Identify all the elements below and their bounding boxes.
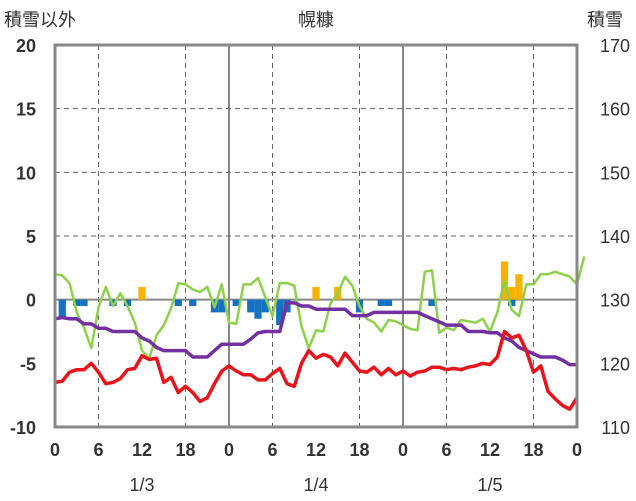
snow-change-bar-6	[189, 299, 197, 307]
hour-tick-4: 0	[224, 440, 234, 460]
series-lines	[54, 256, 586, 411]
hour-tick-labels: 0 6 12 18 0 6 12 18 0 6 12 18 0	[50, 440, 582, 460]
left-axis-label: 積雪以外	[4, 10, 76, 30]
left-tick-labels: -10 -5 0 5 10 15 20	[10, 36, 36, 438]
date-label-0: 1/3	[129, 475, 154, 495]
snow-change-bar-11	[254, 299, 262, 319]
plot-frame	[53, 43, 579, 429]
snow-change-bar-2	[80, 299, 88, 307]
snow-change-bar-18	[428, 299, 436, 307]
snow-change-bar-12	[261, 299, 269, 313]
right-tick-0: 110	[601, 418, 630, 438]
hour-tick-3: 18	[175, 440, 195, 460]
right-tick-4: 150	[600, 163, 630, 183]
right-tick-1: 120	[600, 354, 630, 374]
right-tick-6: 170	[600, 36, 630, 56]
hour-tick-5: 6	[267, 440, 277, 460]
hour-tick-7: 18	[349, 440, 369, 460]
snow-change-bar-4	[123, 299, 132, 307]
precip-bar-5	[515, 274, 523, 300]
right-axis-label: 積雪	[587, 10, 623, 30]
snow-change-bar-13	[276, 299, 284, 326]
hour-tick-8: 0	[398, 440, 408, 460]
snow-change-bar-10	[247, 299, 255, 313]
right-tick-3: 140	[600, 227, 630, 247]
snow-change-bar-1	[73, 299, 81, 307]
left-tick-1: -5	[20, 354, 36, 374]
left-tick-3: 5	[26, 227, 36, 247]
hour-tick-9: 6	[441, 440, 451, 460]
bar-marks	[58, 261, 523, 326]
hour-tick-12: 0	[572, 440, 582, 460]
hour-tick-2: 12	[132, 440, 152, 460]
right-tick-2: 130	[600, 291, 630, 311]
precip-bar-4	[508, 286, 516, 300]
precip-bar-0	[138, 286, 146, 300]
temperature-line	[54, 329, 579, 411]
precip-bar-1	[312, 286, 320, 300]
date-label-2: 1/5	[477, 475, 502, 495]
snow-change-bar-19	[508, 299, 516, 307]
left-tick-5: 15	[16, 100, 36, 120]
snow-change-bar-16	[377, 299, 385, 307]
left-tick-4: 10	[16, 163, 36, 183]
chart-title: 幌糠	[298, 9, 334, 30]
snow-change-bar-17	[384, 299, 393, 307]
snow-change-bar-0	[58, 299, 66, 319]
snow-change-bar-8	[218, 299, 226, 313]
hour-tick-10: 12	[480, 440, 500, 460]
hour-tick-1: 6	[93, 440, 103, 460]
left-tick-0: -10	[10, 418, 36, 438]
hour-tick-6: 12	[306, 440, 326, 460]
right-tick-5: 160	[600, 100, 630, 120]
hour-tick-11: 18	[523, 440, 543, 460]
snow-change-bar-5	[174, 299, 182, 307]
dewpoint-line	[54, 256, 586, 360]
hour-tick-0: 0	[50, 440, 60, 460]
right-tick-labels: 110 120 130 140 150 160 170	[600, 36, 630, 438]
left-tick-2: 0	[26, 291, 36, 311]
snow-depth-line	[54, 301, 577, 367]
left-tick-6: 20	[16, 36, 36, 56]
date-labels: 1/3 1/4 1/5	[129, 475, 502, 495]
date-label-1: 1/4	[303, 475, 328, 495]
snow-change-bar-9	[232, 299, 240, 307]
